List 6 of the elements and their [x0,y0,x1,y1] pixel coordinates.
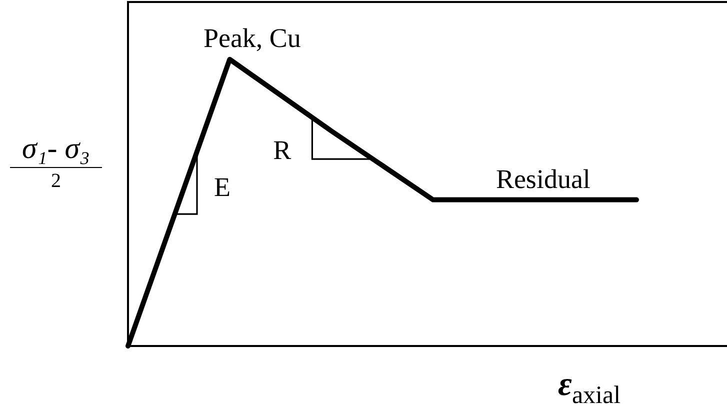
annotation: E [214,172,230,203]
annotation: Residual [496,164,590,195]
x-axis-title: ε$_{axial}$ [558,366,621,410]
text: Peak, Cu [203,23,301,54]
annotation: R [273,135,292,166]
y-axis-title: σ₁- σ₃ 2 [21,131,91,194]
